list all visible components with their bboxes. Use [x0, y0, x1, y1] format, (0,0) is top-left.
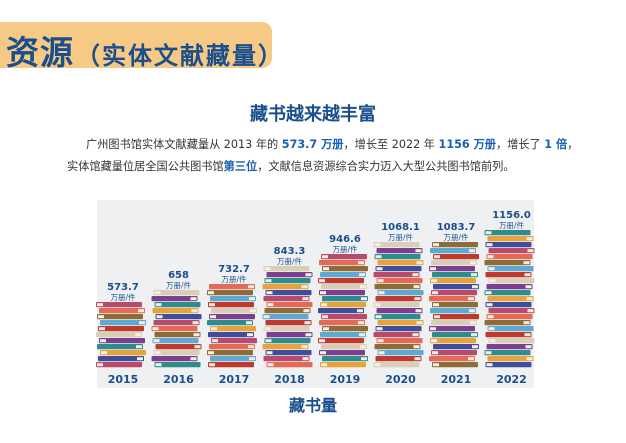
bar-2019 — [318, 254, 368, 368]
intro-paragraph-line-2: 实体馆藏量位居全国公共图书馆第三位，文献信息资源综合实力迈入大型公共图书馆前列。 — [67, 158, 515, 174]
section-header-sub: （实体文献藏量） — [76, 42, 284, 70]
unit-label-2017: 万册/件 — [221, 274, 247, 284]
chart-title: 藏书越来越丰富 — [250, 104, 376, 125]
x-tick-2021: 2021 — [441, 373, 472, 386]
bar-2020 — [373, 242, 424, 368]
x-tick-2020: 2020 — [385, 373, 416, 386]
data-label-2016: 658 — [168, 270, 189, 281]
intro-paragraph-line-1: 广州图书馆实体文献藏量从 2013 年的 573.7 万册，增长至 2022 年… — [86, 136, 578, 152]
data-label-2022: 1156.0 — [492, 210, 531, 221]
x-tick-2017: 2017 — [219, 373, 250, 386]
bar-2017 — [207, 284, 257, 368]
highlight-text: 573.7 万册 — [281, 138, 344, 151]
x-tick-2016: 2016 — [163, 373, 194, 386]
data-label-2019: 946.6 — [329, 234, 361, 245]
unit-label-2018: 万册/件 — [277, 256, 303, 266]
bar-2018 — [262, 266, 313, 368]
chart-background — [97, 200, 534, 388]
bar-2016 — [151, 290, 202, 368]
data-label-2020: 1068.1 — [381, 222, 420, 233]
section-header-background — [0, 22, 272, 68]
unit-label-2016: 万册/件 — [166, 280, 192, 290]
highlight-text: 1156 万册 — [438, 138, 496, 151]
paragraph-text: 广州图书馆实体文献藏量从 2013 年的 — [86, 138, 282, 151]
x-tick-2015: 2015 — [108, 373, 139, 386]
data-label-2018: 843.3 — [274, 246, 306, 257]
bar-2015 — [96, 302, 146, 368]
data-label-2017: 732.7 — [218, 264, 250, 275]
paragraph-text: ，增长至 2022 年 — [343, 138, 439, 151]
bar-2021 — [429, 242, 479, 368]
x-axis-label: 藏书量 — [288, 396, 337, 415]
bar-2022 — [484, 230, 535, 368]
x-tick-2018: 2018 — [274, 373, 305, 386]
unit-label-2019: 万册/件 — [332, 244, 358, 254]
paragraph-text: 实体馆藏量位居全国公共图书馆 — [67, 160, 224, 173]
data-label-2015: 573.7 — [107, 282, 139, 293]
x-tick-2022: 2022 — [496, 373, 527, 386]
unit-label-2020: 万册/件 — [388, 232, 414, 242]
highlight-text: 第三位 — [223, 160, 258, 173]
unit-label-2022: 万册/件 — [499, 220, 525, 230]
data-label-2021: 1083.7 — [437, 222, 476, 233]
unit-label-2015: 万册/件 — [110, 292, 136, 302]
paragraph-text: ，增长了 — [495, 138, 545, 151]
paragraph-text: ， — [567, 138, 579, 151]
paragraph-text: ，文献信息资源综合实力迈入大型公共图书馆前列。 — [257, 160, 515, 173]
section-header: 资源 （实体文献藏量） — [6, 26, 284, 72]
x-tick-2019: 2019 — [330, 373, 361, 386]
unit-label-2021: 万册/件 — [443, 232, 469, 242]
highlight-text: 1 倍 — [544, 138, 568, 151]
section-header-main: 资源 — [6, 33, 74, 72]
